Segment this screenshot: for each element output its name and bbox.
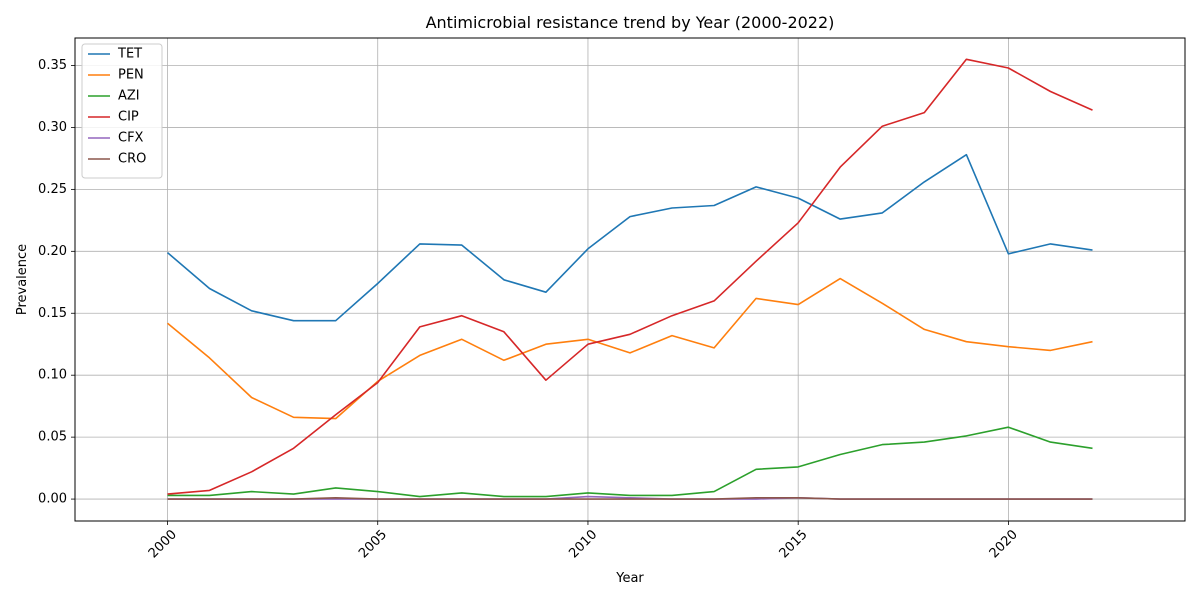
y-tick-label: 0.15: [38, 306, 67, 321]
x-axis-label: Year: [615, 571, 644, 586]
series-line-cip: [167, 58, 1093, 495]
series-line-azi: [167, 426, 1093, 498]
y-axis-ticks: 0.00 0.05 0.10 0.15 0.20 0.25 0.30 0.35: [38, 58, 75, 507]
y-tick-label: 0.35: [38, 58, 67, 73]
series-lines: [166, 58, 1093, 500]
y-axis-label: Prevalence: [15, 244, 30, 315]
y-tick-label: 0.20: [38, 244, 67, 259]
legend-box: [81, 43, 163, 179]
legend-label-cip: CIP: [118, 110, 139, 125]
series-line-cro: [167, 496, 1093, 500]
y-tick-label: 0.25: [38, 182, 67, 197]
chart-title: Antimicrobial resistance trend by Year (…: [426, 13, 835, 32]
legend-label-tet: TET: [117, 47, 142, 62]
legend-label-azi: AZI: [118, 89, 140, 104]
y-tick-label: 0.00: [38, 492, 67, 507]
legend-label-pen: PEN: [118, 68, 144, 83]
y-tick-label: 0.05: [38, 430, 67, 445]
series-line-pen: [166, 277, 1093, 420]
y-tick-label: 0.30: [38, 120, 67, 135]
legend-label-cfx: CFX: [118, 131, 144, 146]
legend-label-cro: CRO: [118, 152, 146, 167]
series-line-tet: [166, 153, 1093, 322]
legend: TET PEN AZI CIP CFX CRO: [81, 43, 163, 179]
plot-frame: [74, 37, 1186, 522]
y-tick-label: 0.10: [38, 368, 67, 383]
